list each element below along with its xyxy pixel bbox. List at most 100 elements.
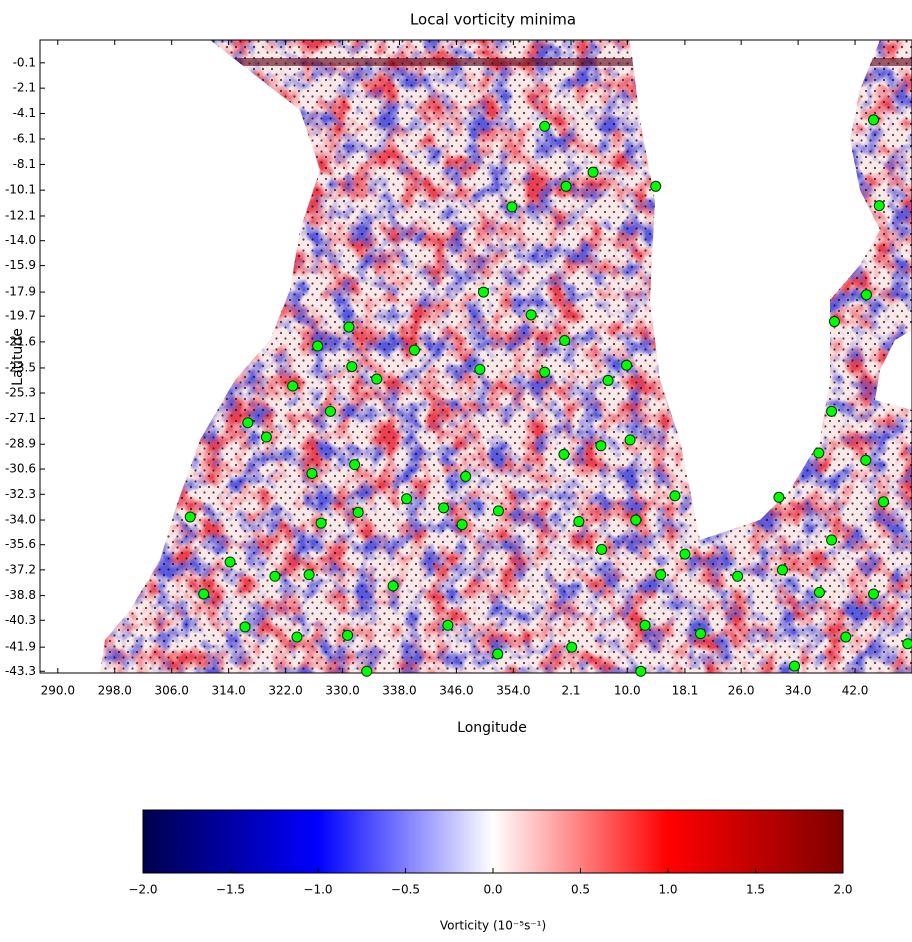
minimum-point [635, 665, 647, 677]
minimum-point [669, 490, 681, 502]
minimum-point [602, 374, 614, 386]
minimum-point [630, 514, 642, 526]
minimum-point [460, 470, 472, 482]
vorticity-field [100, 40, 912, 673]
x-tick-label: 290.0 [41, 684, 75, 698]
colorbar-tick-label: 1.5 [746, 883, 765, 897]
y-tick-label: -15.9 [5, 258, 36, 272]
y-tick-label: -43.3 [5, 664, 36, 678]
minimum-point [695, 628, 707, 640]
minimum-point [303, 569, 315, 581]
minimum-point [655, 569, 667, 581]
minimum-point [559, 335, 571, 347]
y-tick-label: -10.1 [5, 183, 36, 197]
y-tick-label: -30.6 [5, 462, 36, 476]
y-tick-label: -40.3 [5, 613, 36, 627]
minimum-point [813, 447, 825, 459]
x-tick-label: 322.0 [268, 684, 302, 698]
minimum-point [401, 493, 413, 505]
y-tick-label: -37.2 [5, 562, 36, 576]
minimum-point [650, 180, 662, 192]
minimum-point [868, 588, 880, 600]
colorbar-tick-label: 1.0 [658, 883, 677, 897]
minimum-point [312, 340, 324, 352]
minimum-point [773, 491, 785, 503]
minimum-point [595, 440, 607, 452]
colorbar-tick-label: 0.0 [483, 883, 502, 897]
x-tick-label: 314.0 [211, 684, 245, 698]
y-tick-label: -17.9 [5, 285, 36, 299]
x-tick-label: 330.0 [325, 684, 359, 698]
minimum-point [525, 309, 537, 321]
minimum-point [387, 580, 399, 592]
y-tick-label: -8.1 [13, 157, 36, 171]
x-tick-label: 26.0 [728, 684, 755, 698]
y-tick-label: -14.0 [5, 233, 36, 247]
colorbar-tick-label: −1.5 [216, 883, 245, 897]
plot-frame [39, 39, 912, 674]
y-tick-label: -12.1 [5, 208, 36, 222]
x-tick-label: 306.0 [155, 684, 189, 698]
minimum-point [269, 570, 281, 582]
minimum-point [776, 564, 788, 576]
y-tick-label: -19.7 [5, 309, 36, 323]
minimum-point [287, 380, 299, 392]
y-tick-label: -32.3 [5, 487, 36, 501]
minimum-point [860, 454, 872, 466]
colorbar-tick-label: 0.5 [571, 883, 590, 897]
minimum-point [789, 660, 801, 672]
minimum-point [198, 588, 210, 600]
y-tick-label: -25.3 [5, 386, 36, 400]
minimum-point [621, 359, 633, 371]
minimum-point [438, 502, 450, 514]
y-tick-label: -35.6 [5, 537, 36, 551]
x-tick-label: 42.0 [842, 684, 869, 698]
minimum-point [840, 631, 852, 643]
minimum-point [324, 405, 336, 417]
y-tick-label: -6.1 [13, 131, 36, 145]
minimum-point [902, 638, 912, 650]
minimum-point [860, 289, 872, 301]
minimum-point [732, 570, 744, 582]
minimum-point [560, 180, 572, 192]
x-tick-label: 2.1 [561, 684, 580, 698]
minimum-point [826, 534, 838, 546]
minimum-point [624, 434, 636, 446]
x-tick-label: 346.0 [439, 684, 473, 698]
minimum-point [492, 505, 504, 517]
minimum-point [587, 166, 599, 178]
minimum-point [878, 496, 890, 508]
y-tick-label: -28.9 [5, 437, 36, 451]
y-tick-label: -21.6 [5, 334, 36, 348]
minimum-point [346, 361, 358, 373]
colorbar-tick-label: −1.0 [303, 883, 332, 897]
y-tick-label: -0.1 [13, 55, 36, 69]
minimum-point [343, 321, 355, 333]
minimum-point [306, 467, 318, 479]
colorbar-label: Vorticity (10⁻⁵s⁻¹) [440, 919, 546, 933]
minimum-point [639, 619, 651, 631]
minimum-point [349, 459, 361, 471]
y-tick-label: -23.5 [5, 360, 36, 374]
minimum-point [260, 431, 272, 443]
x-tick-label: 18.1 [672, 684, 699, 698]
y-tick-label: -34.0 [5, 513, 36, 527]
minimum-point [352, 506, 364, 518]
colorbar-tick-label: 2.0 [833, 883, 852, 897]
minimum-point [239, 621, 251, 633]
minimum-point [873, 200, 885, 212]
y-tick-label: -2.1 [13, 81, 36, 95]
minimum-point [371, 373, 383, 385]
minimum-point [558, 448, 570, 460]
minimum-point [474, 363, 486, 375]
minimum-point [506, 201, 518, 213]
y-tick-label: -27.1 [5, 411, 36, 425]
minimum-point [679, 548, 691, 560]
minimum-point [539, 120, 551, 132]
minimum-point [456, 519, 468, 531]
minimum-point [813, 586, 825, 598]
colorbar [142, 809, 844, 874]
x-axis-title: Longitude [457, 720, 527, 736]
y-axis-title: Latitude [10, 328, 26, 386]
